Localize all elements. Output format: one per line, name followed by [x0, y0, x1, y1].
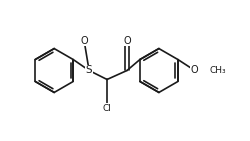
Text: Cl: Cl — [102, 104, 112, 113]
Text: O: O — [123, 36, 131, 46]
Text: S: S — [86, 66, 92, 75]
Text: O: O — [80, 36, 88, 46]
Text: CH₃: CH₃ — [210, 66, 226, 75]
Text: O: O — [191, 66, 198, 75]
